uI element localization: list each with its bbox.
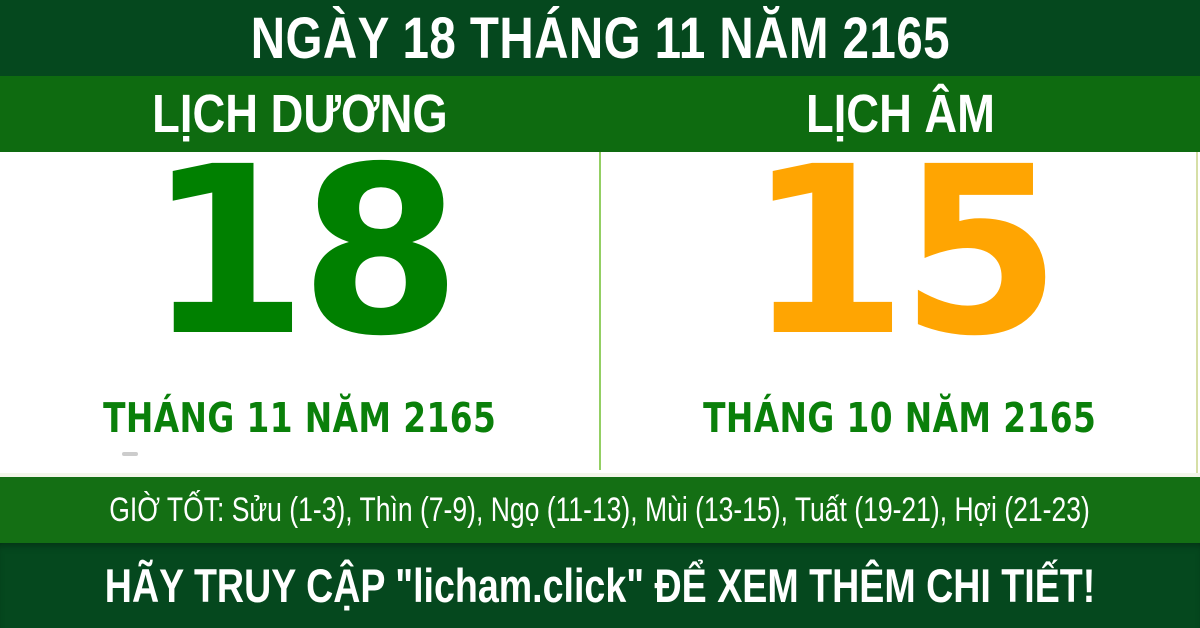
solar-calendar-header: LỊCH DƯƠNG xyxy=(152,84,448,144)
lunar-calendar-header: LỊCH ÂM xyxy=(805,84,995,144)
body-bottom-hairline xyxy=(0,473,1200,477)
footer-banner: HÃY TRUY CẬP "licham.click" ĐỂ XEM THÊM … xyxy=(0,543,1200,628)
good-hours-band: GIỜ TỐT: Sửu (1-3), Thìn (7-9), Ngọ (11-… xyxy=(0,477,1200,543)
date-banner: NGÀY 18 THÁNG 11 NĂM 2165 xyxy=(0,0,1200,76)
lunar-month-year: THÁNG 10 NĂM 2165 xyxy=(600,394,1200,442)
solar-header-cell: LỊCH DƯƠNG xyxy=(0,76,600,152)
lunar-day-number: 15 xyxy=(746,117,1062,387)
calendar-body: 18 THÁNG 11 NĂM 2165 15 THÁNG 10 NĂM 216… xyxy=(0,136,1200,477)
smudge-mark xyxy=(122,452,138,456)
right-edge-line xyxy=(1196,152,1198,477)
full-date-title: NGÀY 18 THÁNG 11 NĂM 2165 xyxy=(250,5,950,71)
calendar-type-header-band: LỊCH DƯƠNG LỊCH ÂM xyxy=(0,76,1200,152)
solar-month-year: THÁNG 11 NĂM 2165 xyxy=(0,394,600,442)
lunar-header-cell: LỊCH ÂM xyxy=(600,76,1200,152)
lunar-month-year-label: THÁNG 10 NĂM 2165 xyxy=(703,394,1097,442)
solar-day-number: 18 xyxy=(146,117,462,387)
solar-panel: 18 THÁNG 11 NĂM 2165 xyxy=(0,136,600,477)
footer-cta-text: HÃY TRUY CẬP "licham.click" ĐỂ XEM THÊM … xyxy=(104,559,1096,612)
panel-divider-line xyxy=(599,152,601,470)
good-hours-text: GIỜ TỐT: Sửu (1-3), Thìn (7-9), Ngọ (11-… xyxy=(109,490,1091,529)
lunar-panel: 15 THÁNG 10 NĂM 2165 xyxy=(600,136,1200,477)
solar-month-year-label: THÁNG 11 NĂM 2165 xyxy=(103,394,497,442)
